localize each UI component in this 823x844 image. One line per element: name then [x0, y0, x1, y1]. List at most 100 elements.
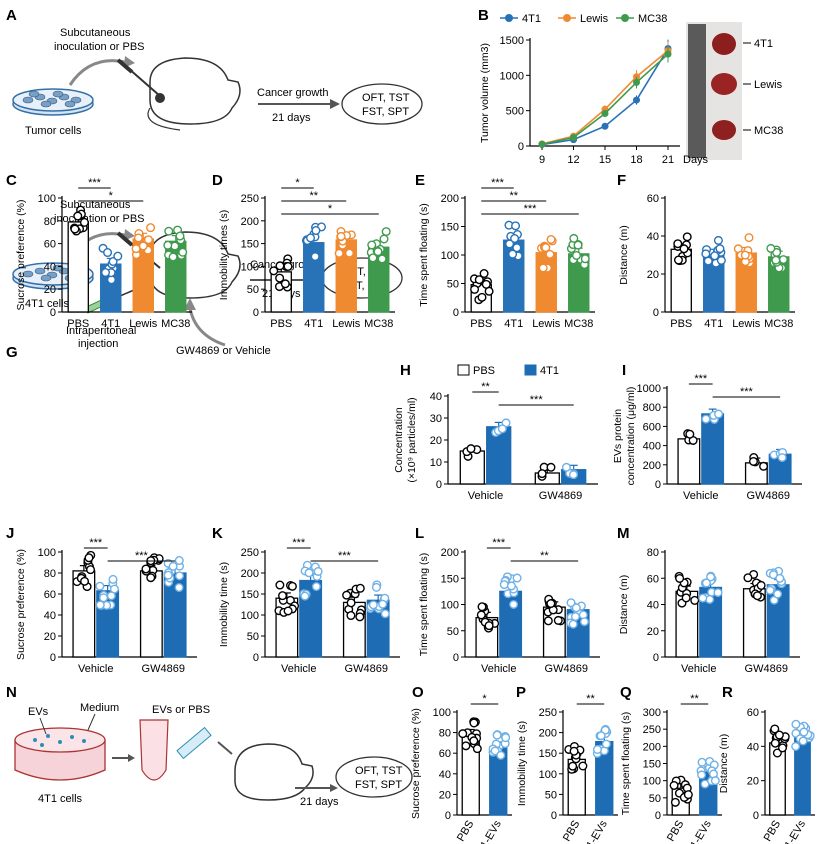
data-point: [178, 247, 188, 257]
bar: [486, 426, 512, 485]
x-group-label: Vehicle: [681, 663, 716, 675]
y-tick-label: 0: [253, 307, 259, 319]
data-point: [141, 564, 151, 574]
data-point: [481, 279, 491, 289]
data-point: [568, 470, 578, 480]
y-tick-label: 60: [647, 573, 659, 585]
y-axis-title: Tumor volume (mm3): [479, 43, 491, 143]
y-tick-label: 40: [430, 391, 442, 403]
data-point: [269, 266, 279, 276]
x-tick-label: MC38: [161, 318, 190, 330]
data-point: [713, 235, 723, 245]
y-tick-label: 10: [430, 457, 442, 469]
data-point: [336, 231, 346, 241]
y-tick-label: 200: [643, 460, 661, 472]
data-point: [95, 600, 105, 610]
bar: [139, 570, 163, 658]
x-tick-label: 12: [567, 154, 579, 166]
data-point: [304, 568, 314, 578]
data-point: [573, 240, 583, 250]
data-point: [568, 619, 578, 629]
x-group-label: Vehicle: [683, 490, 718, 502]
y-tick-label: 100: [241, 610, 259, 622]
growth-label: Cancer growth: [257, 87, 329, 99]
data-point: [510, 234, 520, 244]
legend-marker: [621, 14, 629, 22]
data-point: [477, 602, 487, 612]
x-group-label: GW4869: [142, 663, 185, 675]
svg-text:B: B: [478, 7, 489, 24]
data-point: [710, 776, 720, 786]
data-point: [346, 611, 356, 621]
y-tick-label: 50: [447, 279, 459, 291]
y-axis-title: Concentration: [393, 407, 405, 473]
data-point: [306, 233, 316, 243]
data-point: [381, 227, 391, 237]
data-point: [570, 612, 580, 622]
x-group-label: GW4869: [539, 490, 582, 502]
y-tick-label: 200: [539, 728, 557, 740]
data-point: [368, 600, 378, 610]
data-point: [458, 729, 468, 739]
y-tick-label: 20: [44, 631, 56, 643]
data-point: [380, 609, 390, 619]
data-point: [108, 574, 118, 584]
y-tick-label: 40: [44, 610, 56, 622]
photo-label: 4T1: [754, 38, 773, 50]
legend-label: 4T1: [522, 13, 541, 25]
data-point: [146, 223, 156, 233]
x-tick-label: PBS: [67, 318, 89, 330]
y-tick-label: 80: [439, 728, 451, 740]
data-point: [283, 261, 293, 271]
data-point: [759, 461, 769, 471]
data-point: [163, 240, 173, 250]
data-point: [543, 616, 553, 626]
y-tick-label: 0: [653, 652, 659, 664]
x-tick-label: MC38: [764, 318, 793, 330]
y-tick-label: 0: [655, 479, 661, 491]
data-point: [477, 292, 487, 302]
chart-d: 0 50 100 150 200 250 Immobility times (s) PBS 4T…: [218, 177, 395, 330]
chart-f: 0 20 40 60 Distance (m) PBS 4T1 Lewis MC38: [618, 193, 795, 330]
data-point: [80, 576, 90, 586]
significance-label: **: [509, 190, 518, 202]
g-cells-label: 4T1 cells: [25, 298, 70, 310]
data-point: [679, 244, 689, 254]
data-point: [313, 566, 323, 576]
schematic-a: Tumor cells Subcutaneous inoculation or …: [12, 27, 423, 137]
data-point: [698, 593, 708, 603]
y-axis-title: Sucrose preference (%): [410, 708, 422, 819]
x-tick-label: PBS: [270, 318, 292, 330]
data-point: [168, 252, 178, 262]
y-axis-title: Time spent floating (s): [620, 712, 632, 815]
evs-or-pbs-label: EVs or PBS: [152, 704, 210, 716]
bar: [67, 221, 89, 313]
y-tick-label: 300: [643, 707, 661, 719]
y-axis-title: Immobility times (s): [218, 210, 230, 300]
data-point: [476, 610, 486, 620]
data-point: [300, 591, 310, 601]
x-group-label: Vehicle: [78, 663, 113, 675]
legend-swatch-4t1: [524, 364, 537, 376]
y-tick-label: 50: [247, 631, 259, 643]
svg-text:F: F: [617, 172, 626, 189]
y-tick-label: 40: [439, 769, 451, 781]
y-axis-title: Immobility time (s): [218, 562, 230, 647]
data-point: [505, 239, 515, 249]
n-tests-line2: FST, SPT: [355, 779, 402, 791]
data-point: [683, 790, 693, 800]
y-tick-label: 0: [436, 479, 442, 491]
significance-label: *: [295, 177, 300, 189]
x-tick-label: PBS: [762, 819, 783, 844]
x-group-label: GW4869: [745, 663, 788, 675]
y-axis-title: Distance (m): [618, 575, 630, 635]
chart-k: 0 50 100 150 200 250 Immobility time (s) Vehicl…: [218, 537, 400, 675]
y-axis-title-line2: (×10⁹ particles/ml): [406, 397, 418, 482]
chart-c: 0 20 40 60 80 100 Sucrose preference (%) PBS 4T1…: [15, 177, 192, 330]
data-point: [592, 744, 602, 754]
y-tick-label: 200: [643, 741, 661, 753]
data-point: [84, 553, 94, 563]
series-point: [601, 109, 609, 117]
series-point: [538, 140, 546, 148]
